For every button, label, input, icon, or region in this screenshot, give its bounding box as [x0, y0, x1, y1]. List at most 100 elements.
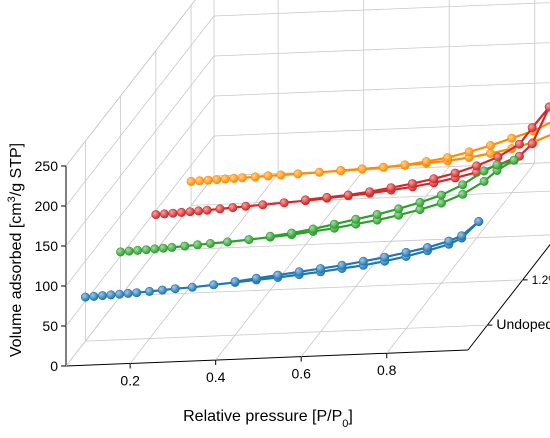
desorption-point [527, 123, 537, 133]
floor-gridline-x-3 [386, 162, 536, 354]
desorption-point [329, 219, 339, 229]
adsorption-point [228, 203, 238, 213]
adsorption-point [151, 210, 161, 220]
desorption-point [230, 277, 240, 287]
adsorption-point [180, 241, 190, 251]
adsorption-point [89, 291, 99, 301]
adsorption-point [202, 205, 212, 215]
adsorption-point [250, 172, 260, 182]
adsorption-point [158, 243, 168, 253]
desorption-point [507, 133, 517, 143]
adsorption-point [133, 245, 143, 255]
adsorption-point [141, 245, 151, 255]
adsorption-point [458, 189, 468, 199]
adsorption-point [212, 175, 222, 185]
grid-layer [65, 0, 550, 367]
floor-gridline-x-1 [215, 169, 364, 361]
desorption-point [514, 139, 524, 149]
desorption-point [357, 164, 367, 174]
desorption-point [485, 141, 495, 151]
left-wall-gridline-y-2 [65, 95, 215, 287]
desorption-point [429, 174, 439, 184]
desorption-point [251, 273, 261, 283]
tick-layer: 0 50 100 150 200 250 0.2 0.4 0.6 0.8 Undoped 1.2%Zr… [35, 158, 550, 388]
desorption-point [316, 264, 326, 274]
depth-tick-label: Undoped [496, 316, 550, 332]
adsorption-point [157, 285, 167, 295]
adsorption-point [177, 207, 187, 217]
back-wall-gridline-y-1 [213, 122, 550, 137]
adsorption-point [209, 280, 219, 290]
adsorption-point [276, 170, 286, 180]
desorption-point [336, 166, 346, 176]
adsorption-point [215, 204, 225, 214]
adsorption-point [436, 198, 446, 208]
adsorption-point [314, 167, 324, 177]
desorption-point [479, 166, 489, 176]
left-wall-gridline-y-4 [65, 15, 215, 207]
back-wall-gridline-y-4 [213, 2, 550, 17]
adsorption-point [194, 206, 204, 216]
adsorption-point [98, 291, 108, 301]
desorption-point [358, 256, 368, 266]
floor-gridline-depth-0 [85, 324, 488, 342]
series-group-3.7%Zr [151, 102, 550, 220]
y-tick-label: 250 [35, 158, 59, 174]
adsorption-point [187, 282, 197, 292]
desorption-point [372, 210, 382, 220]
desorption-point [422, 243, 432, 253]
desorption-point [444, 236, 454, 246]
desorption-point [443, 153, 453, 163]
adsorption-point [293, 169, 303, 179]
desorption-point [394, 204, 404, 214]
adsorption-point [115, 289, 125, 299]
adsorption-point [220, 174, 230, 184]
desorption-point [265, 231, 275, 241]
desorption-line [234, 220, 480, 283]
floor-gridline-x-0 [129, 173, 279, 364]
x-axis-line [65, 349, 469, 367]
desorption-point [407, 179, 417, 189]
y-tick-label: 50 [42, 318, 58, 334]
adsorption-point [145, 286, 155, 296]
left-top-edge [65, 0, 196, 167]
depth-tick-label: 1.2%Zr [532, 273, 550, 287]
adsorption-point [244, 235, 254, 245]
desorption-point [474, 217, 484, 227]
adsorption-point [205, 239, 215, 249]
desorption-point [436, 190, 446, 200]
adsorption-point [479, 176, 489, 186]
y-axis-title: Volume adsorbed [cm3/g STP] [6, 143, 25, 357]
desorption-point [378, 162, 388, 172]
desorption-point [464, 147, 474, 157]
adsorption-point [159, 209, 169, 219]
desorption-point [450, 168, 460, 178]
floor-gridline-depth-1 [120, 279, 523, 297]
left-wall-gridline-y-0 [65, 175, 215, 367]
series-group-1.2%Zr [116, 155, 519, 257]
desorption-point [493, 152, 503, 162]
adsorption-point [203, 175, 213, 185]
adsorption-point [150, 244, 160, 254]
adsorption-point [116, 247, 126, 257]
desorption-point [472, 161, 482, 171]
series-layer [80, 102, 550, 302]
adsorption-point [229, 173, 239, 183]
desorption-point [365, 187, 375, 197]
series-group-Undoped [80, 217, 484, 302]
y-tick-label: 200 [35, 198, 59, 214]
x-tick-label: 0.6 [291, 366, 311, 382]
axis-box-layer [65, 0, 550, 367]
adsorption-point [485, 149, 495, 159]
adsorption-point [124, 246, 134, 256]
desorption-point [401, 247, 411, 257]
adsorption-point [279, 198, 289, 208]
desorption-point [351, 214, 361, 224]
floor-gridline-depth-2 [155, 234, 550, 252]
adsorption-point [193, 240, 203, 250]
adsorption-point [106, 290, 116, 300]
adsorption-point [123, 288, 133, 298]
adsorption-point [167, 242, 177, 252]
